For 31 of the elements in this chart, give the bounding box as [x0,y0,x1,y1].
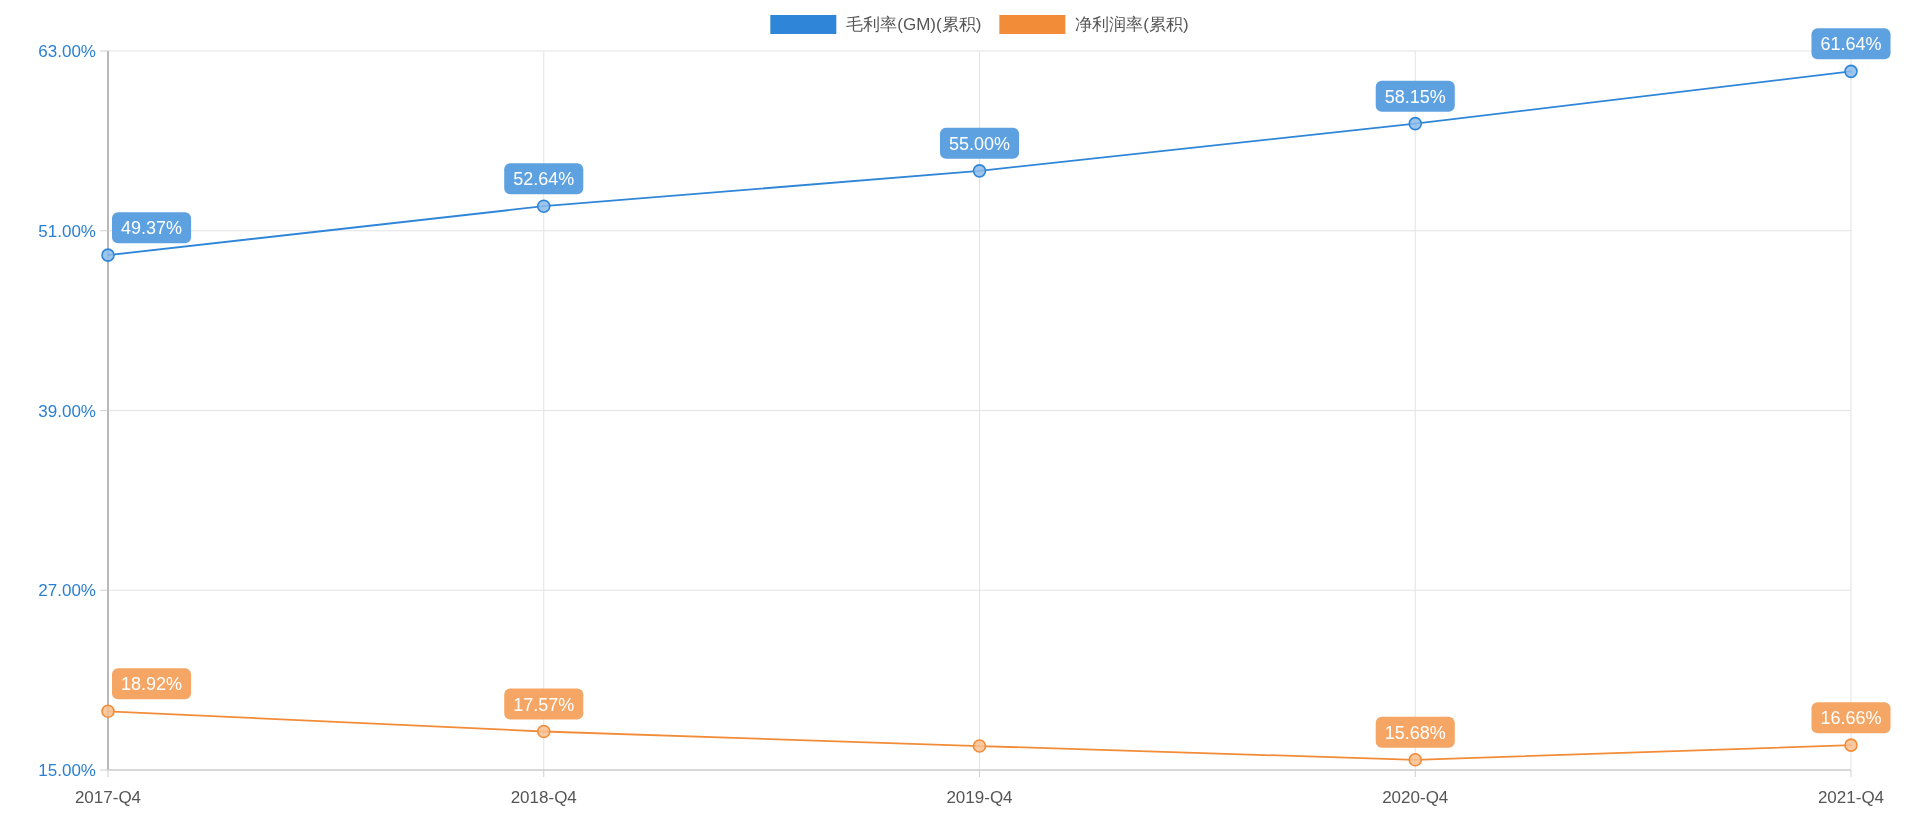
point [1844,738,1858,752]
point [1844,64,1858,79]
data-label: 52.64% [513,169,575,190]
point [101,704,115,719]
point [1408,116,1423,131]
data-label: 15.68% [1384,722,1446,743]
x-tick-label: 2020-Q4 [1382,788,1449,807]
point [1408,753,1423,767]
data-label: 49.37% [121,218,183,239]
legend-label: 毛利率(GM)(累积) [846,15,982,34]
data-label: 61.64% [1820,34,1882,55]
x-tick-label: 2019-Q4 [946,788,1013,807]
data-label: 55.00% [948,133,1011,154]
data-label: 17.57% [513,694,575,715]
x-tick-label: 2021-Q4 [1817,788,1885,807]
point [101,248,115,262]
data-label: 58.15% [1384,86,1446,107]
y-tick-label: 63.00% [38,42,96,61]
point [972,164,987,178]
y-tick-label: 51.00% [38,221,96,241]
data-label: 16.66% [1820,708,1882,729]
point [536,724,551,739]
x-tick-label: 2017-Q4 [74,788,142,807]
y-tick-label: 27.00% [38,581,96,601]
legend-label: 净利润率(累积) [1075,15,1189,34]
point [972,739,987,753]
data-label: 18.92% [121,674,183,695]
point [536,199,551,213]
y-tick-label: 15.00% [38,761,96,780]
y-tick-label: 39.00% [38,401,96,421]
x-tick-label: 2018-Q4 [510,788,577,807]
